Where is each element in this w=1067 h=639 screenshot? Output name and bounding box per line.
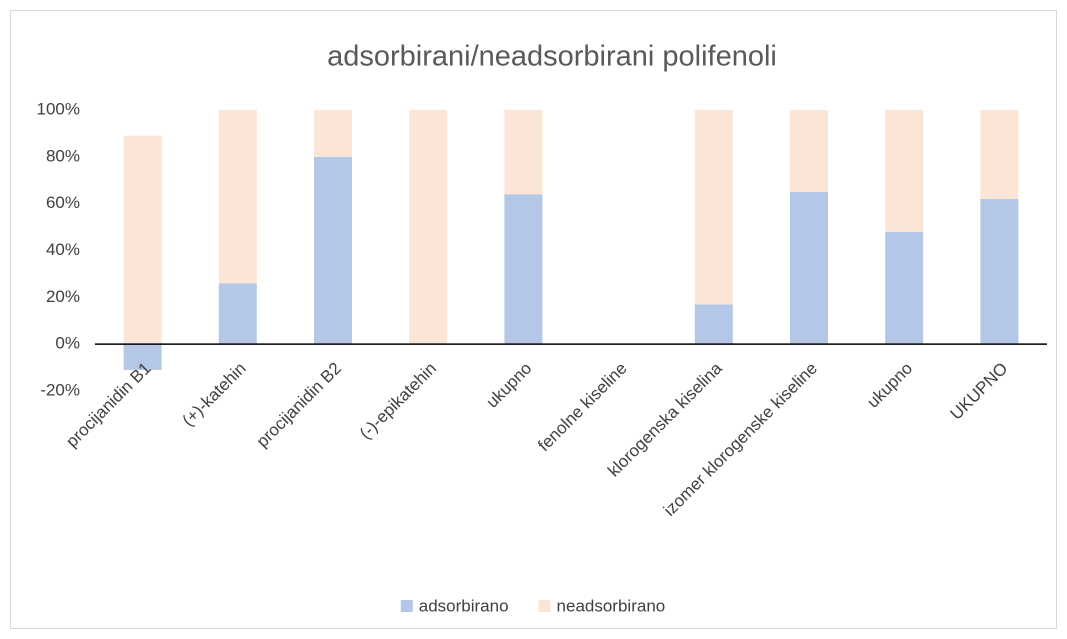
y-tick-label: 100%: [37, 99, 80, 118]
bar-segment: [694, 110, 733, 305]
bar-segment: [314, 110, 352, 157]
bar-segment: [504, 194, 543, 345]
legend-swatch: [538, 600, 551, 612]
bar-segment: [123, 344, 162, 370]
y-tick-label: 80%: [46, 146, 80, 165]
bar-segment: [885, 110, 924, 232]
y-tick-label: 60%: [46, 193, 80, 212]
bar-segment: [218, 110, 257, 284]
legend-label: neadsorbirano: [557, 596, 666, 615]
y-tick-label: -20%: [40, 380, 80, 399]
bar-segment: [980, 110, 1019, 199]
y-tick-label: 40%: [46, 240, 80, 259]
bar-segment: [980, 198, 1019, 345]
bar-segment: [123, 135, 162, 345]
bar-segment: [790, 191, 828, 345]
y-tick-label: 0%: [55, 334, 80, 353]
chart-title: adsorbirani/neadsorbirani polifenoli: [327, 41, 777, 73]
bar-segment: [218, 283, 257, 345]
y-tick-label: 20%: [46, 287, 80, 306]
bar-segment: [314, 156, 352, 345]
bar-segment: [409, 110, 448, 345]
bar-segment: [885, 231, 924, 345]
bar-segment: [790, 110, 828, 192]
bar-segment: [694, 304, 733, 345]
bar-segment: [504, 110, 543, 195]
legend-label: adsorbirano: [419, 596, 509, 615]
legend-swatch: [400, 600, 413, 612]
